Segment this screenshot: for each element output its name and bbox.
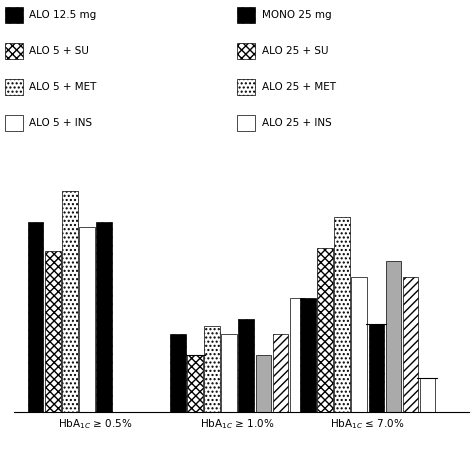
Bar (385, 261, 401, 412)
Bar (79, 227, 95, 412)
Text: ALO 5 + SU: ALO 5 + SU (29, 46, 89, 56)
Bar (317, 248, 333, 412)
Bar (368, 324, 384, 412)
Bar (28, 222, 44, 412)
Bar (238, 319, 254, 412)
Bar (300, 298, 316, 412)
Bar (170, 334, 186, 412)
Text: ALO 12.5 mg: ALO 12.5 mg (29, 10, 97, 20)
Bar (334, 217, 350, 412)
Text: ALO 25 + MET: ALO 25 + MET (262, 82, 336, 92)
Bar (402, 277, 418, 412)
Text: ALO 5 + INS: ALO 5 + INS (29, 118, 92, 128)
Bar (187, 355, 203, 412)
Bar (419, 378, 435, 412)
Bar (351, 277, 367, 412)
Bar (45, 251, 61, 412)
Bar (273, 334, 288, 412)
Text: ALO 25 + SU: ALO 25 + SU (262, 46, 328, 56)
Bar (221, 334, 237, 412)
Bar (204, 326, 220, 412)
Text: ALO 5 + MET: ALO 5 + MET (29, 82, 97, 92)
Text: MONO 25 mg: MONO 25 mg (262, 10, 331, 20)
Bar (290, 298, 305, 412)
Bar (62, 191, 78, 412)
Bar (255, 355, 271, 412)
Text: ALO 25 + INS: ALO 25 + INS (262, 118, 331, 128)
Bar (96, 222, 112, 412)
